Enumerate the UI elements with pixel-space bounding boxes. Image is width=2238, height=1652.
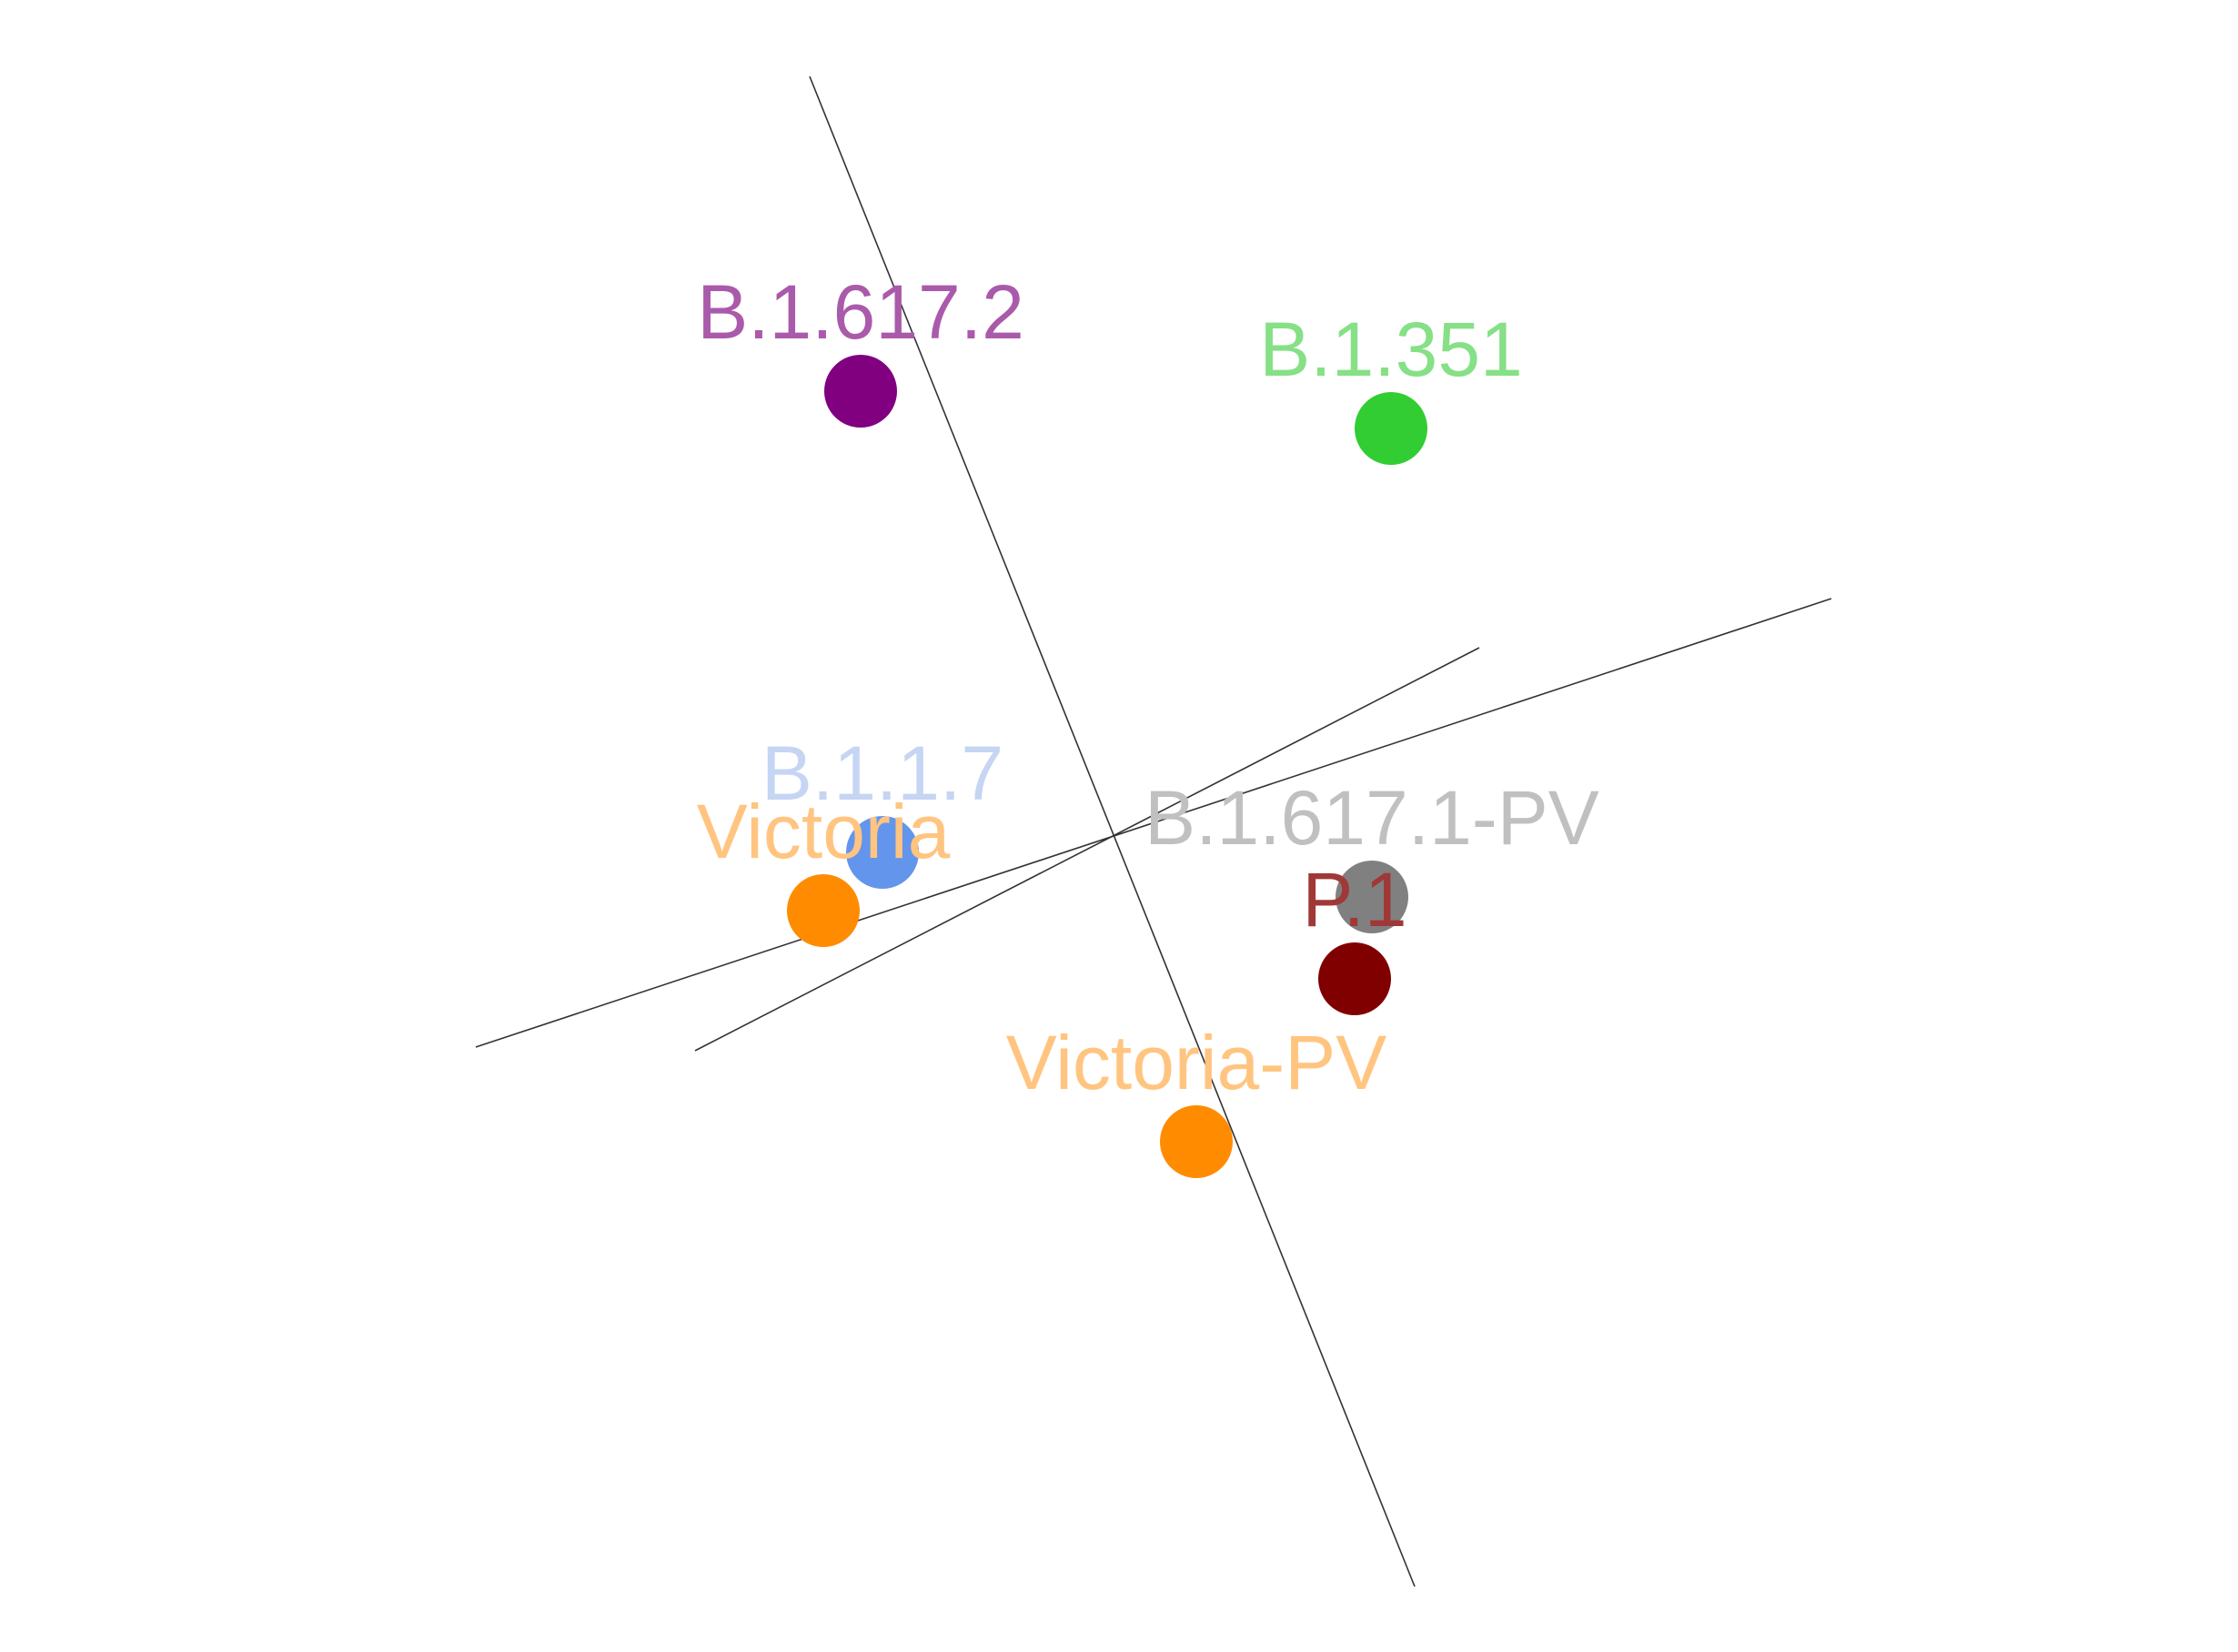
point-label: B.1.617.2 <box>697 269 1024 355</box>
point-label: B.1.351 <box>1259 307 1523 392</box>
data-point <box>846 816 919 889</box>
point-label: B.1.1.7 <box>761 730 1003 816</box>
axis-line-3 <box>694 647 1480 1052</box>
point-label: Victoria-PV <box>1006 1020 1387 1105</box>
point-label: B.1.617.1-PV <box>1144 775 1599 861</box>
axes-layer <box>475 76 1832 1587</box>
axis-line-1 <box>809 76 1416 1587</box>
data-point <box>1160 1105 1233 1178</box>
axis-line-2 <box>475 598 1832 1048</box>
points-layer <box>787 355 1427 1178</box>
data-point <box>1318 942 1391 1015</box>
data-point <box>787 874 860 947</box>
data-point <box>1336 861 1408 933</box>
point-label: P.1 <box>1302 857 1406 942</box>
data-point <box>824 355 897 428</box>
point-label: Victoria <box>697 789 951 874</box>
data-point <box>1355 392 1427 465</box>
